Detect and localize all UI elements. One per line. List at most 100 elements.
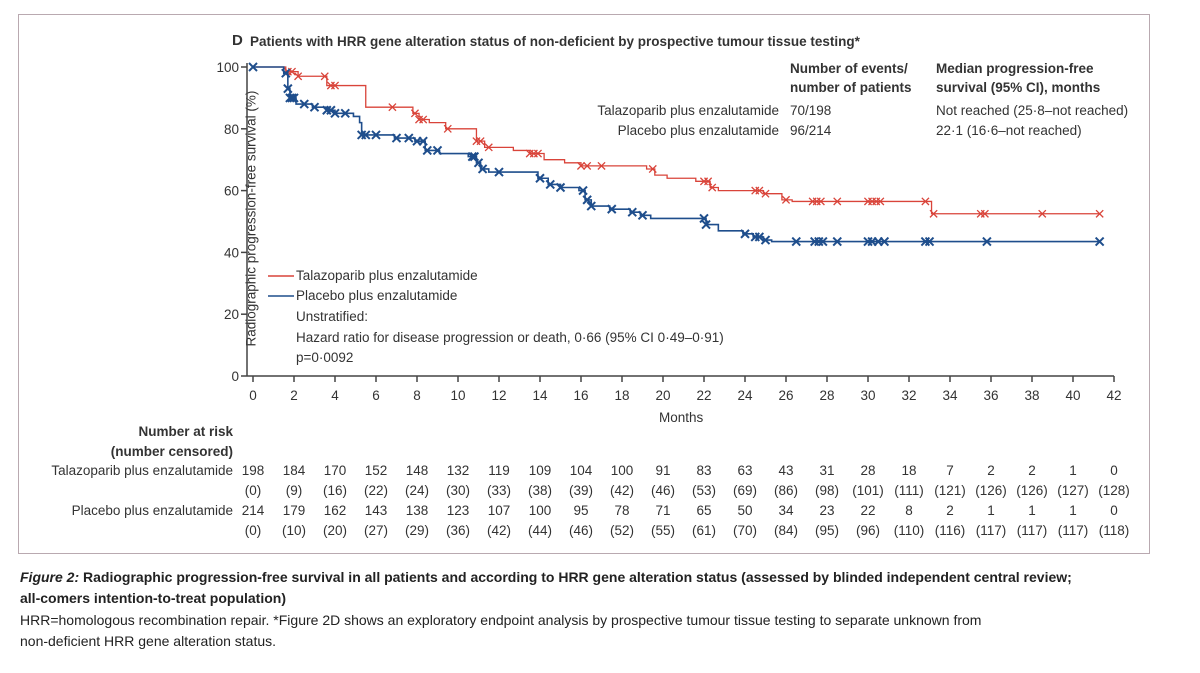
censor-mark <box>607 204 617 214</box>
summary-row-median: Not reached (25·8–not reached) <box>936 103 1129 118</box>
censor-mark <box>791 236 801 247</box>
x-tick-label: 36 <box>983 388 998 403</box>
risk-censored: (110) <box>893 523 925 538</box>
censor-mark <box>473 158 484 168</box>
summary-row-label: Placebo plus enzalutamide <box>617 123 779 138</box>
risk-censored: (42) <box>609 483 634 498</box>
risk-censored: (16) <box>322 483 347 498</box>
risk-count: 23 <box>819 503 835 518</box>
censor-mark <box>980 209 989 218</box>
censor-mark <box>637 210 648 221</box>
censor-mark <box>754 232 765 242</box>
y-tick-label: 80 <box>224 122 239 137</box>
risk-censored: (95) <box>814 523 839 538</box>
censor-mark <box>419 115 428 124</box>
censor-mark <box>708 183 717 192</box>
risk-censored: (121) <box>934 483 966 498</box>
median-header-1: Median progression-free <box>936 61 1094 76</box>
x-tick-label: 18 <box>614 388 629 403</box>
censor-mark <box>576 161 586 170</box>
x-tick-label: 20 <box>655 388 670 403</box>
censor-mark <box>289 93 299 103</box>
censor-mark <box>982 236 992 247</box>
risk-censored: (9) <box>285 483 303 498</box>
censor-mark <box>545 179 555 190</box>
censor-mark <box>330 108 340 119</box>
censor-mark <box>484 143 493 152</box>
risk-count: 28 <box>860 463 876 478</box>
risk-header-2: (number censored) <box>110 444 233 459</box>
censor-mark <box>555 182 566 193</box>
censor-mark <box>582 195 592 205</box>
risk-count: 198 <box>241 463 265 478</box>
risk-count: 1 <box>987 503 995 518</box>
y-tick-label: 0 <box>231 369 239 384</box>
x-tick-label: 10 <box>450 388 465 403</box>
risk-count: 109 <box>528 463 552 478</box>
risk-count: 65 <box>696 503 712 518</box>
x-tick-label: 38 <box>1024 388 1039 403</box>
censor-mark <box>740 229 750 239</box>
risk-censored: (10) <box>281 523 306 538</box>
risk-count: 83 <box>696 463 712 478</box>
risk-count: 91 <box>655 463 671 478</box>
risk-censored: (46) <box>568 523 593 538</box>
censor-mark <box>248 62 258 72</box>
censor-mark <box>1095 209 1104 218</box>
censor-mark <box>701 219 711 230</box>
censor-mark <box>699 213 709 224</box>
risk-count: 8 <box>905 503 913 518</box>
censor-mark <box>832 236 842 247</box>
censor-mark <box>1094 236 1105 247</box>
risk-count: 100 <box>610 463 634 478</box>
risk-censored: (126) <box>975 483 1007 498</box>
risk-count: 2 <box>1028 463 1036 478</box>
y-tick-label: 60 <box>224 184 239 199</box>
censor-mark <box>921 197 930 206</box>
censor-mark <box>876 197 885 206</box>
x-tick-label: 0 <box>249 388 257 403</box>
risk-censored: (29) <box>404 523 429 538</box>
censor-mark <box>443 124 452 133</box>
censor-mark <box>578 185 588 196</box>
x-tick-label: 16 <box>573 388 588 403</box>
figure-frame <box>18 14 1150 554</box>
risk-count: 78 <box>614 503 630 518</box>
x-tick-label: 4 <box>331 388 339 403</box>
panel-letter: D <box>232 32 243 49</box>
censor-mark <box>320 72 329 81</box>
censor-mark <box>761 189 770 198</box>
risk-censored: (0) <box>244 523 262 538</box>
risk-count: 119 <box>488 463 510 478</box>
x-tick-label: 8 <box>413 388 421 403</box>
censor-mark <box>535 173 545 183</box>
risk-censored: (22) <box>363 483 388 498</box>
annotation-p-value: p=0·0092 <box>296 350 354 365</box>
x-tick-label: 14 <box>532 388 548 403</box>
risk-count: 1 <box>1028 503 1036 518</box>
risk-count: 0 <box>1110 503 1118 518</box>
risk-censored: (111) <box>894 483 924 498</box>
risk-count: 1 <box>1069 463 1077 478</box>
risk-censored: (101) <box>852 483 884 498</box>
risk-censored: (53) <box>691 483 716 498</box>
caption-note-1: HRR=homologous recombination repair. *Fi… <box>20 612 982 628</box>
panel-title: Patients with HRR gene alteration status… <box>250 34 860 49</box>
x-tick-label: 2 <box>290 388 298 403</box>
risk-censored: (117) <box>975 523 1007 538</box>
x-tick-label: 42 <box>1106 388 1121 403</box>
censor-mark <box>833 197 842 206</box>
risk-censored: (39) <box>568 483 593 498</box>
censor-mark <box>476 137 485 146</box>
risk-censored: (117) <box>1057 523 1089 538</box>
risk-count: 34 <box>778 503 794 518</box>
risk-censored: (24) <box>404 483 429 498</box>
risk-censored: (30) <box>445 483 470 498</box>
risk-censored: (126) <box>1016 483 1048 498</box>
censor-mark <box>924 236 935 247</box>
risk-censored: (55) <box>650 523 675 538</box>
annotation-unstratified: Unstratified: <box>296 309 369 324</box>
median-header-2: survival (95% CI), months <box>936 80 1101 95</box>
risk-count: 7 <box>946 463 954 478</box>
